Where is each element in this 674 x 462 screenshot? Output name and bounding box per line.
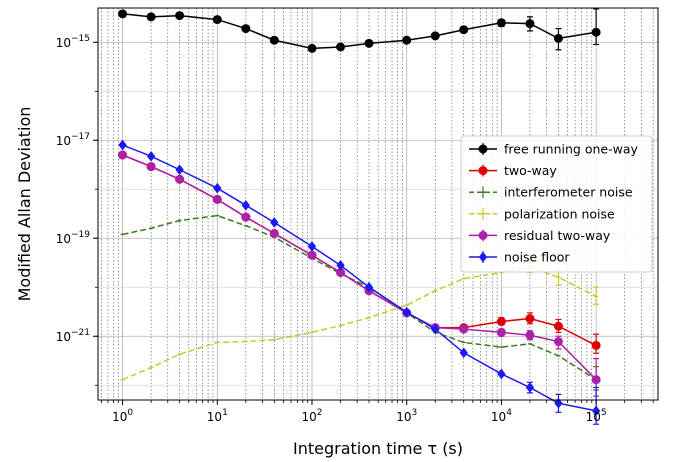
data-point xyxy=(592,405,601,417)
data-point xyxy=(146,151,156,162)
legend-label: polarization noise xyxy=(504,206,615,221)
series-line xyxy=(122,13,597,50)
data-point xyxy=(146,12,156,22)
data-point xyxy=(497,368,506,380)
data-point xyxy=(525,19,535,29)
data-point xyxy=(459,347,468,359)
data-point xyxy=(269,35,279,45)
data-point xyxy=(118,139,127,151)
x-axis-label: Integration time τ (s) xyxy=(293,439,463,458)
data-point xyxy=(554,397,563,409)
y-tick-label: 10−21 xyxy=(56,328,90,344)
series-line xyxy=(122,154,597,381)
data-point xyxy=(496,18,506,28)
data-point xyxy=(553,33,563,43)
data-point xyxy=(307,43,317,53)
legend-box xyxy=(460,135,653,273)
legend-label: two-way xyxy=(504,163,557,178)
legend-marker xyxy=(478,251,488,263)
data-point xyxy=(118,9,128,19)
legend-item: interferometer noise xyxy=(469,185,633,200)
legend-item: two-way xyxy=(469,163,557,178)
data-point xyxy=(270,217,279,228)
legend-marker xyxy=(478,230,488,240)
x-tick-label: 104 xyxy=(491,408,512,424)
data-point xyxy=(402,306,411,318)
data-point xyxy=(241,200,250,211)
legend-label: noise floor xyxy=(504,250,570,265)
data-point xyxy=(591,375,601,385)
data-point xyxy=(431,323,440,335)
data-point xyxy=(525,314,535,324)
y-tick-label: 10−19 xyxy=(56,230,91,246)
legend-item: polarization noise xyxy=(469,206,615,221)
series-residual-two-way xyxy=(118,150,601,397)
legend-item: noise floor xyxy=(469,250,570,265)
data-point xyxy=(336,42,346,52)
data-point xyxy=(213,182,222,194)
data-point xyxy=(364,281,374,293)
data-point xyxy=(553,321,563,331)
legend-marker xyxy=(478,166,488,176)
data-point xyxy=(402,35,412,45)
x-tick-label: 103 xyxy=(396,408,417,424)
data-point xyxy=(496,316,506,326)
data-point xyxy=(553,337,563,347)
data-point xyxy=(307,241,317,252)
data-point xyxy=(175,174,185,184)
x-tick-label: 105 xyxy=(586,408,607,424)
axes: 100 101 102 103 104 105 10−21 10−19 10−17 10−15 xyxy=(56,34,654,424)
series-noise-floor xyxy=(118,139,601,425)
series-line xyxy=(122,214,597,381)
series-line xyxy=(122,266,597,381)
legend-label: interferometer noise xyxy=(504,185,633,200)
data-point xyxy=(212,194,222,204)
data-point xyxy=(307,250,317,260)
x-tick-label: 101 xyxy=(207,408,228,424)
data-point xyxy=(430,31,440,41)
legend-label: free running one-way xyxy=(504,142,638,157)
data-point xyxy=(591,27,601,37)
data-point xyxy=(118,150,128,160)
legend: free running one-way two-way interferomete… xyxy=(460,135,653,273)
x-tick-label: 100 xyxy=(112,408,133,424)
series-layer xyxy=(118,8,601,425)
legend-label: residual two-way xyxy=(504,228,611,243)
series-free-running-one-way xyxy=(118,8,601,53)
data-point xyxy=(212,15,222,25)
data-point xyxy=(459,324,469,334)
data-point xyxy=(496,327,506,337)
data-point xyxy=(459,25,469,35)
data-point xyxy=(146,162,156,172)
data-point xyxy=(241,212,251,222)
y-tick-label: 10−15 xyxy=(56,34,90,50)
x-tick-label: 102 xyxy=(302,408,323,424)
legend-item: residual two-way xyxy=(469,228,611,243)
data-point xyxy=(241,24,251,34)
data-point xyxy=(336,260,345,271)
data-point xyxy=(175,164,184,176)
data-point xyxy=(591,340,601,350)
y-tick-label: 10−17 xyxy=(56,132,90,148)
series-line xyxy=(122,144,597,412)
data-point xyxy=(175,11,185,21)
legend-marker xyxy=(478,144,488,154)
legend-item: free running one-way xyxy=(469,142,638,157)
y-axis-label: Modified Allan Deviation xyxy=(15,107,34,302)
data-point xyxy=(525,330,535,340)
data-point xyxy=(364,38,374,48)
data-point xyxy=(525,382,535,393)
data-point xyxy=(269,229,279,239)
